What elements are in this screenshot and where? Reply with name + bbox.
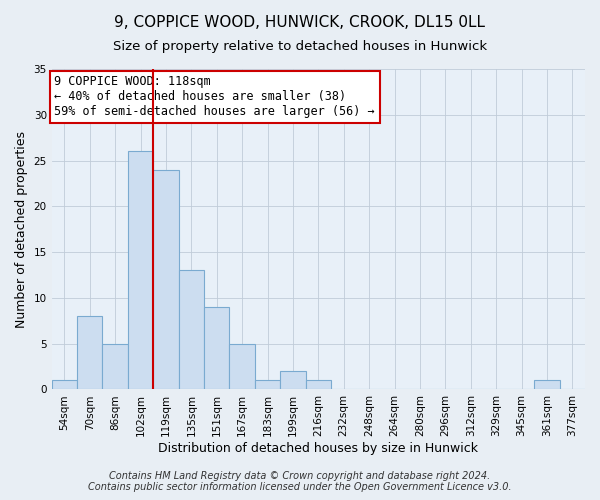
Bar [229, 344, 255, 390]
Bar [52, 380, 77, 390]
Y-axis label: Number of detached properties: Number of detached properties [15, 130, 28, 328]
Bar [77, 316, 103, 390]
Bar [103, 344, 128, 390]
X-axis label: Distribution of detached houses by size in Hunwick: Distribution of detached houses by size … [158, 442, 478, 455]
Text: Contains HM Land Registry data © Crown copyright and database right 2024.
Contai: Contains HM Land Registry data © Crown c… [88, 471, 512, 492]
Bar [305, 380, 331, 390]
Bar [534, 380, 560, 390]
Bar [179, 270, 204, 390]
Text: Size of property relative to detached houses in Hunwick: Size of property relative to detached ho… [113, 40, 487, 53]
Bar [204, 307, 229, 390]
Bar [153, 170, 179, 390]
Text: 9 COPPICE WOOD: 118sqm
← 40% of detached houses are smaller (38)
59% of semi-det: 9 COPPICE WOOD: 118sqm ← 40% of detached… [55, 76, 375, 118]
Bar [280, 371, 305, 390]
Text: 9, COPPICE WOOD, HUNWICK, CROOK, DL15 0LL: 9, COPPICE WOOD, HUNWICK, CROOK, DL15 0L… [115, 15, 485, 30]
Bar [255, 380, 280, 390]
Bar [128, 152, 153, 390]
